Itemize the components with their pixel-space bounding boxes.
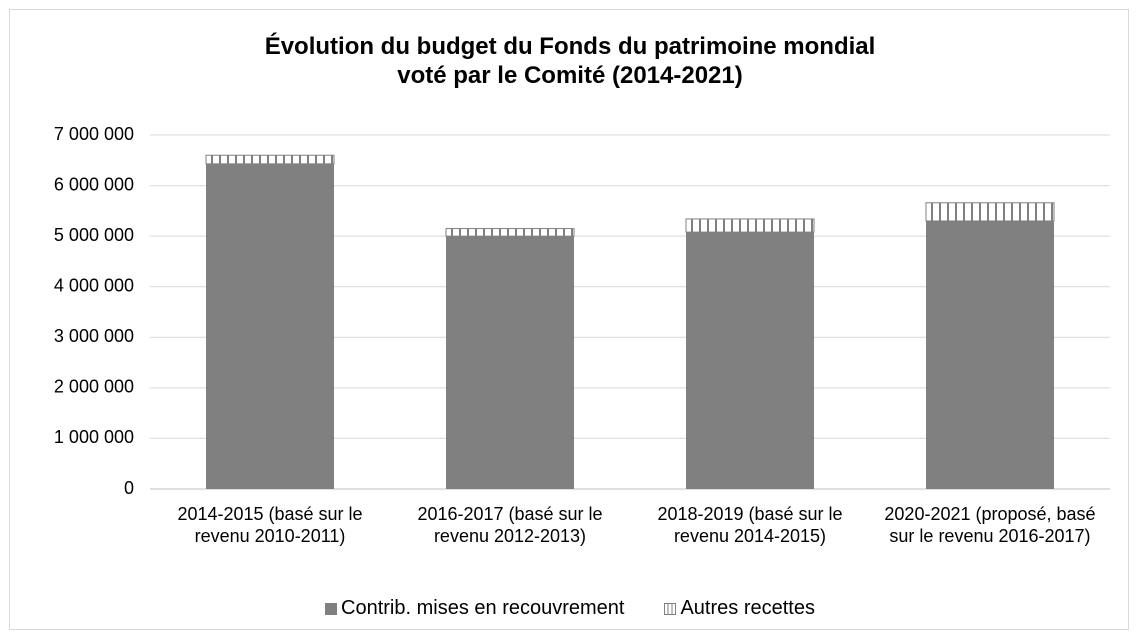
bar-segment	[686, 232, 814, 489]
legend-swatch	[664, 602, 677, 615]
bar-segment	[926, 220, 1054, 489]
x-tick-label: 2014-2015 (basé sur le revenu 2010-2011)	[177, 504, 363, 546]
y-tick-label: 3 000 000	[54, 326, 134, 346]
bar-segment	[685, 218, 815, 233]
bar-segment	[205, 154, 335, 165]
bar-segment	[206, 163, 334, 489]
x-tick-label: 2020-2021 (proposé, basé sur le revenu 2…	[884, 504, 1096, 546]
y-tick-label: 1 000 000	[54, 427, 134, 447]
x-tick-label: 2016-2017 (basé sur le revenu 2012-2013)	[417, 504, 603, 546]
bar-segment	[925, 202, 1055, 222]
bar-segment	[445, 228, 575, 237]
legend-label: Contrib. mises en recouvrement	[341, 597, 625, 619]
x-tick-label: 2018-2019 (basé sur le revenu 2014-2015)	[657, 504, 843, 546]
legend-item: Autres recettes	[664, 597, 815, 620]
y-tick-label: 5 000 000	[54, 225, 134, 245]
legend-swatch	[325, 602, 338, 615]
y-tick-label: 4 000 000	[54, 275, 134, 295]
y-tick-label: 7 000 000	[54, 124, 134, 144]
legend-item: Contrib. mises en recouvrement	[325, 597, 624, 620]
chart-frame	[9, 9, 1129, 630]
y-tick-label: 2 000 000	[54, 377, 134, 397]
y-tick-label: 6 000 000	[54, 174, 134, 194]
legend-label: Autres recettes	[680, 597, 815, 619]
chart-title: Évolution du budget du Fonds du patrimoi…	[264, 33, 876, 89]
bar-segment	[446, 236, 574, 489]
legend: Contrib. mises en recouvrement Autres rec…	[0, 597, 1140, 620]
y-tick-label: 0	[124, 478, 134, 498]
